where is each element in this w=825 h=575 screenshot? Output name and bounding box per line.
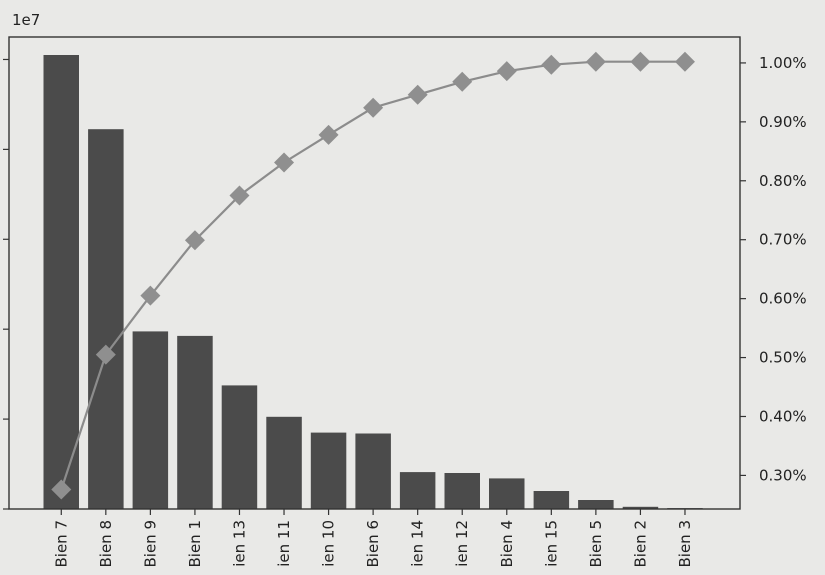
line-point-2 [95, 344, 116, 365]
right-tick-label-2: 0.50% [759, 349, 807, 367]
right-tick-label-7: 1.00% [759, 54, 807, 72]
right-tick-label-1: 0.40% [759, 407, 807, 425]
bar-4 [177, 335, 213, 509]
line-point-1 [51, 479, 72, 500]
x-tick-label-7: ien 10 [320, 520, 338, 567]
line-point-9 [407, 84, 428, 105]
right-tick-label-6: 0.90% [759, 113, 807, 131]
x-tick-label-14: Bien 2 [631, 520, 649, 568]
line-point-11 [496, 61, 517, 82]
x-tick-label-3: Bien 9 [141, 520, 159, 568]
line-point-13 [585, 51, 606, 72]
line-point-6 [274, 152, 295, 173]
bar-12 [533, 491, 570, 509]
bar-3 [132, 331, 169, 509]
x-tick-label-5: ien 13 [231, 520, 249, 567]
bars-layer [43, 55, 703, 509]
x-tick-label-9: ien 14 [409, 520, 427, 567]
line-point-4 [184, 230, 205, 251]
bar-14 [622, 506, 659, 509]
x-axis: Bien 7 Bien 8 Bien 9 Bien 1 ien 13 ien 11 ien … [52, 509, 694, 568]
bar-2 [88, 129, 124, 509]
line-point-5 [229, 185, 250, 206]
right-tick-label-3: 0.60% [759, 290, 807, 308]
right-tick-label-5: 0.80% [759, 172, 807, 190]
x-tick-label-8: Bien 6 [364, 520, 382, 568]
x-tick-label-6: ien 11 [275, 520, 293, 567]
bar-6 [266, 416, 302, 509]
bar-8 [355, 433, 391, 509]
left-axis-offset-label: 1e7 [12, 11, 40, 29]
line-point-12 [541, 54, 562, 75]
line-point-8 [363, 97, 384, 118]
line-point-10 [452, 71, 473, 92]
plot-frame [8, 36, 741, 510]
x-tick-label-12: ien 15 [542, 520, 560, 567]
x-tick-label-11: Bien 4 [498, 520, 516, 568]
line-point-3 [140, 285, 161, 306]
bar-13 [578, 500, 614, 509]
left-ticks [3, 58, 9, 510]
bar-9 [399, 472, 436, 509]
line-point-14 [630, 51, 651, 72]
x-tick-label-1: Bien 7 [52, 520, 70, 568]
line-point-7 [318, 124, 339, 145]
x-tick-label-13: Bien 5 [587, 520, 605, 568]
bar-5 [221, 385, 258, 509]
bar-11 [489, 478, 525, 509]
x-tick-label-15: Bien 3 [676, 520, 694, 568]
x-tick-label-10: ien 12 [453, 520, 471, 567]
x-tick-label-2: Bien 8 [97, 520, 115, 568]
markers-layer [51, 51, 695, 500]
bar-7 [310, 432, 347, 509]
right-tick-label-4: 0.70% [759, 231, 807, 249]
right-tick-label-0: 0.30% [759, 466, 807, 484]
bar-10 [444, 473, 480, 509]
right-axis: 0.30% 0.40% 0.50% 0.60% 0.70% 0.80% 0.90% 1.00% [740, 54, 807, 484]
bar-1 [43, 55, 79, 509]
x-tick-label-4: Bien 1 [186, 520, 204, 568]
line-point-15 [674, 51, 695, 72]
